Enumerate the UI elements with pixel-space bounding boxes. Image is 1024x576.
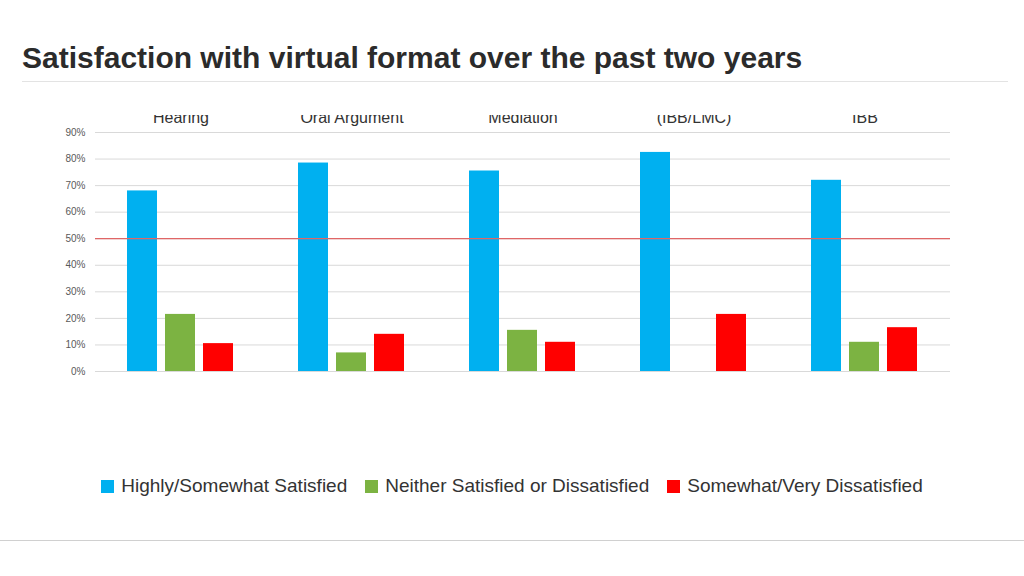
svg-text:ERB FacilitatedIBB: ERB FacilitatedIBB bbox=[810, 115, 920, 126]
svg-text:90%: 90% bbox=[65, 127, 85, 138]
svg-text:80%: 80% bbox=[65, 153, 85, 164]
html-text:Neither Satisfied or Dissatisf: Neither Satisfied or Dissatisfied bbox=[385, 475, 650, 496]
svg-text:Oral Argument: Oral Argument bbox=[300, 115, 404, 126]
svg-text:Contested CaseHearing: Contested CaseHearing bbox=[124, 115, 239, 126]
svg-text:20%: 20% bbox=[65, 313, 85, 324]
html-text:Somewhat/Very Dissatisfied: Somewhat/Very Dissatisfied bbox=[687, 475, 923, 496]
svg-text:Training(IBB/LMC): Training(IBB/LMC) bbox=[657, 115, 732, 126]
svg-text:30%: 30% bbox=[65, 286, 85, 297]
svg-text:40%: 40% bbox=[65, 259, 85, 270]
svg-text:70%: 70% bbox=[65, 180, 85, 191]
html-text:Highly/Somewhat Satisfied: Highly/Somewhat Satisfied bbox=[121, 475, 348, 496]
svg-text:0%: 0% bbox=[71, 366, 86, 377]
html-text:Satisfaction with virtual form: Satisfaction with virtual format over th… bbox=[22, 41, 803, 74]
svg-text:10%: 10% bbox=[65, 339, 85, 350]
svg-text:50%: 50% bbox=[65, 233, 85, 244]
svg-text:Mediation: Mediation bbox=[488, 115, 557, 126]
svg-text:60%: 60% bbox=[65, 206, 85, 217]
